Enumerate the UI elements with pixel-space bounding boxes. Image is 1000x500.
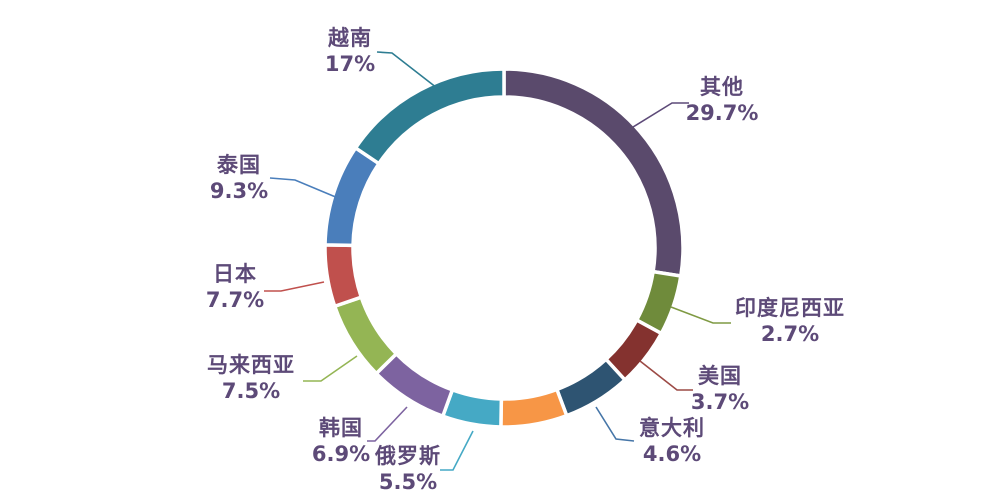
slice-label: 韩国 [319, 416, 363, 440]
leader-line [367, 406, 408, 442]
slice-value: 7.5% [221, 379, 281, 403]
slice-callout: 意大利 4.6% [552, 415, 792, 467]
slice-callout: 俄罗斯 5.5% [288, 443, 528, 495]
slice-label: 意大利 [639, 416, 705, 440]
slice-label: 日本 [213, 262, 257, 286]
slice-label: 俄罗斯 [375, 444, 441, 468]
slice-value: 4.6% [642, 442, 702, 466]
leader-line [440, 430, 474, 471]
slice-label: 泰国 [217, 153, 261, 177]
slice-value: 29.7% [685, 101, 759, 125]
slice-callout: 泰国 9.3% [119, 152, 359, 204]
slice-label: 马来西亚 [207, 353, 295, 377]
leader-line [639, 360, 693, 391]
slice-value: 9.3% [209, 179, 269, 203]
leader-line [376, 51, 438, 89]
slice-value: 6.9% [311, 442, 371, 466]
slice-callout: 印度尼西亚 2.7% [670, 295, 910, 347]
slice-label: 越南 [328, 26, 372, 50]
slice-value: 2.7% [760, 322, 820, 346]
leader-line [264, 281, 325, 292]
leader-line [670, 306, 731, 324]
slice-value: 5.5% [378, 470, 438, 494]
slice-value: 3.7% [690, 390, 750, 414]
slice-callout: 日本 7.7% [115, 261, 355, 313]
slice-value: 7.7% [205, 288, 265, 312]
slice-label: 美国 [698, 364, 742, 388]
slice-callout: 美国 3.7% [600, 363, 840, 415]
slice-callout: 越南 17% [230, 25, 470, 77]
slice-label: 印度尼西亚 [735, 296, 845, 320]
slice-callout: 其他 29.7% [602, 74, 842, 126]
donut-segment-越南 [353, 67, 506, 166]
slice-label: 其他 [700, 75, 744, 99]
leader-line [632, 102, 689, 128]
leader-line [269, 177, 339, 199]
slice-callout: 马来西亚 7.5% [131, 352, 371, 404]
slice-value: 17% [324, 52, 376, 76]
slice-callout: 韩国 6.9% [221, 415, 461, 467]
leader-line [595, 406, 635, 442]
leader-line [303, 355, 358, 382]
